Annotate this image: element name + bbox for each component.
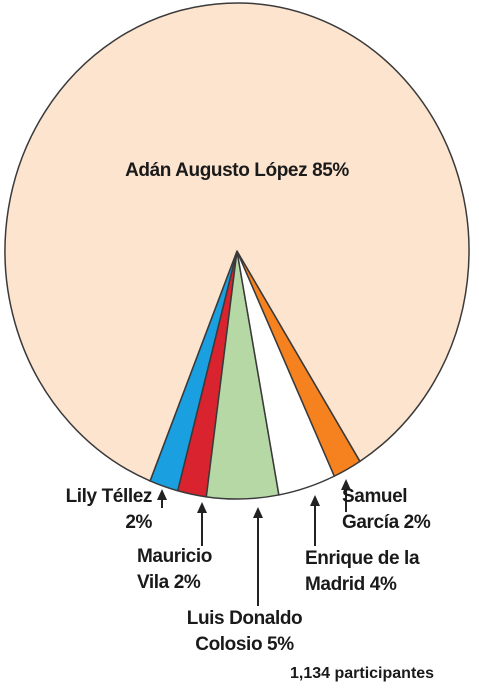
slice-value: 5%	[267, 634, 294, 655]
slice-name: Enrique de la Madrid	[305, 548, 420, 595]
slice-name: Samuel García	[342, 486, 408, 533]
slice-value: 2%	[125, 512, 152, 533]
participants-note: 1,134 participantes	[290, 665, 435, 682]
slice-value: 2%	[403, 512, 431, 533]
slice-label: Adán Augusto López 85%	[117, 158, 357, 184]
slice-value: 2%	[173, 572, 201, 593]
arrow-head	[253, 507, 263, 518]
slice-name: Adán Augusto López	[125, 160, 308, 181]
arrow-head	[310, 495, 320, 506]
slice-label: Mauricio Vila 2%	[137, 544, 245, 596]
slice-label: Enrique de la Madrid 4%	[305, 546, 440, 598]
slice-value: 4%	[369, 574, 397, 595]
arrow-head	[157, 489, 167, 500]
slice-label: Lily Téllez 2%	[50, 484, 153, 536]
slice-name: Luis Donaldo Colosio	[186, 608, 303, 655]
arrow-heads	[157, 479, 351, 518]
slice-name: Lily Téllez	[65, 486, 153, 507]
slice-name: Mauricio Vila	[137, 546, 212, 593]
slice-value: 85%	[312, 160, 349, 181]
arrow-head	[197, 502, 207, 513]
arrow-head	[341, 479, 351, 490]
slice-label: Samuel García 2%	[342, 484, 452, 536]
pie	[4, 2, 470, 500]
slice-label: Luis Donaldo Colosio 5%	[172, 606, 317, 658]
pie-slice	[4, 2, 470, 482]
